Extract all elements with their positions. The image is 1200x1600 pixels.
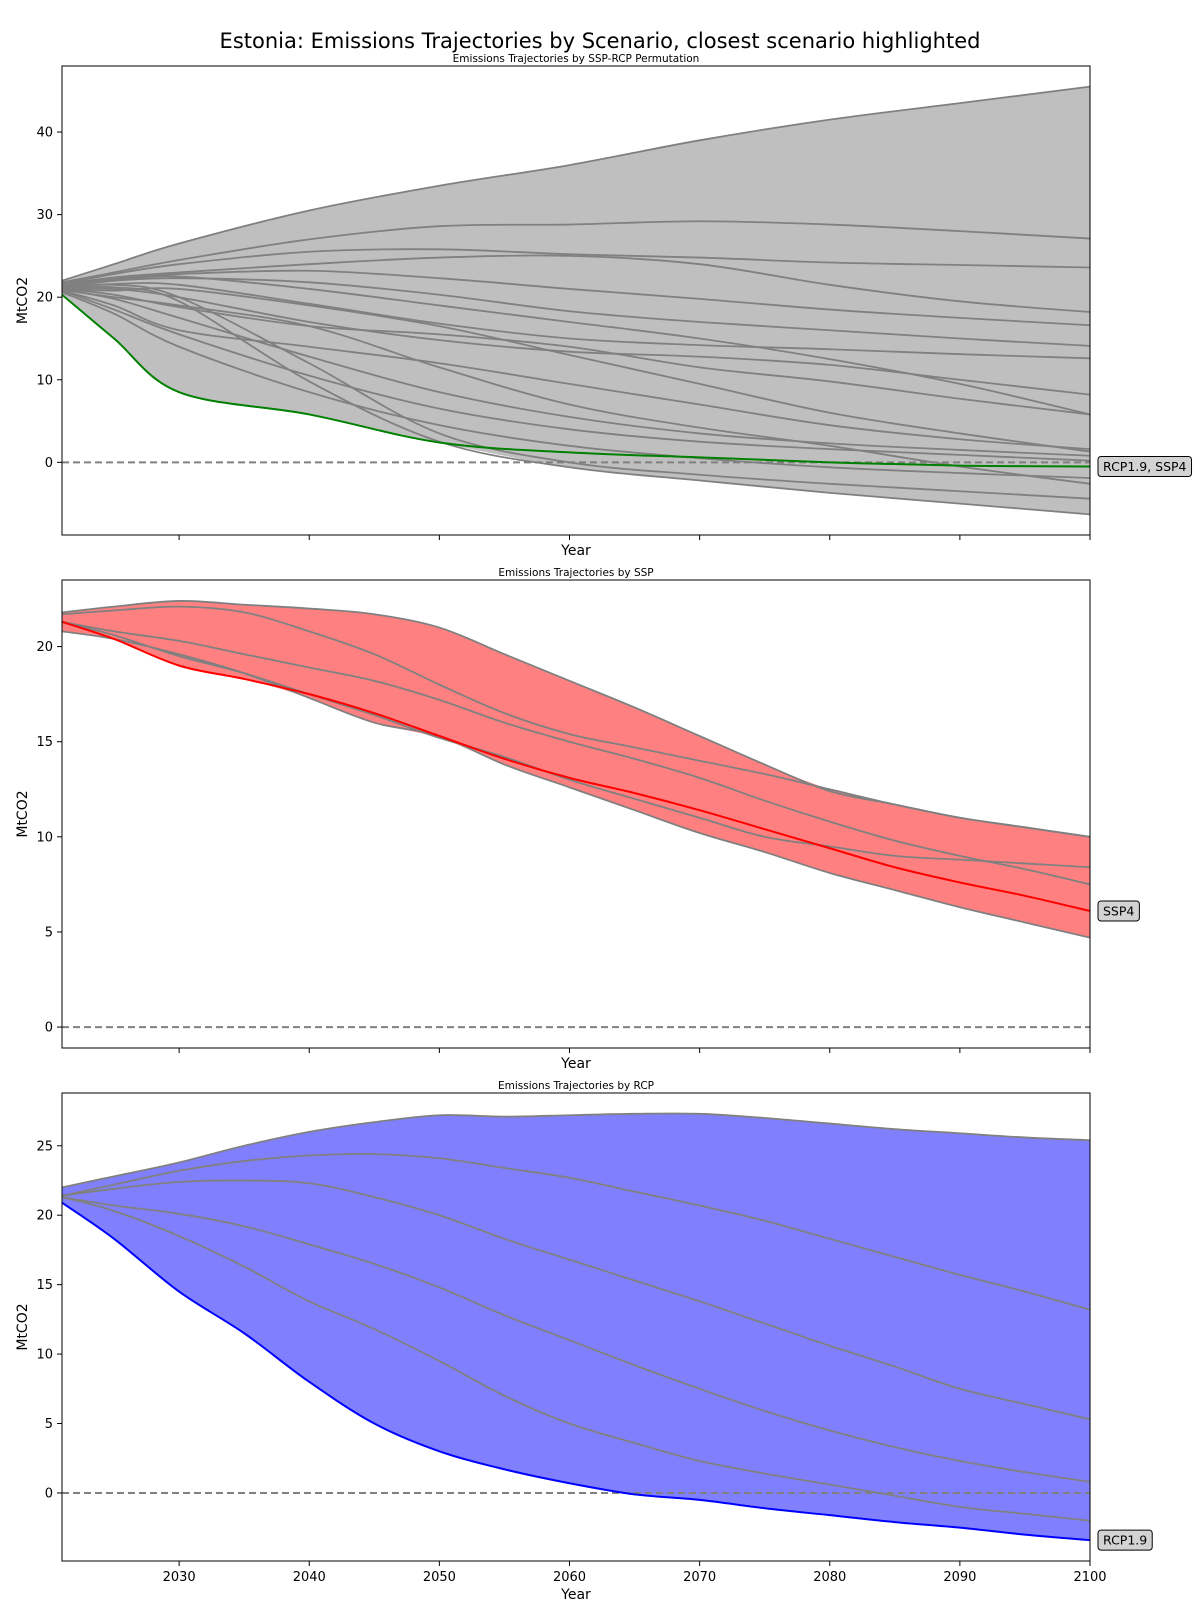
y-axis-label: MtCO2 — [15, 790, 31, 837]
envelope-fill — [62, 600, 1090, 938]
y-tick-label: 10 — [36, 830, 53, 845]
x-tick-label: 2090 — [943, 1570, 976, 1585]
scenario-line-4 — [62, 1196, 1090, 1483]
y-tick-label: 0 — [45, 1021, 53, 1036]
y-tick-label: 10 — [36, 1348, 53, 1363]
scenario-line-3 — [62, 1179, 1090, 1421]
plot-area-1 — [62, 85, 1090, 516]
scenario-line-2 — [62, 1153, 1090, 1311]
envelope-fill — [62, 86, 1090, 515]
x-axis-label: Year — [560, 1587, 591, 1600]
plot-area-3 — [62, 1112, 1090, 1542]
scenario-line-3 — [62, 620, 1090, 886]
scenario-line-15 — [62, 288, 1090, 485]
y-tick-label: 10 — [36, 373, 53, 388]
x-axis-label: Year — [560, 543, 591, 559]
y-tick-label: 20 — [36, 291, 53, 306]
highlight-end-label-text: RCP1.9 — [1103, 1533, 1147, 1548]
scenario-line-2 — [62, 605, 1090, 838]
scenario-line-3 — [62, 248, 1090, 285]
panel-1: 0 10 20 30 40 Emissions Trajectories by SSP-R… — [15, 53, 1193, 559]
y-tick-label: 30 — [36, 208, 53, 223]
highlight-end-label-text: RCP1.9, SSP4 — [1103, 459, 1187, 474]
highlighted-scenario-line — [62, 1201, 1090, 1542]
scenario-line-17 — [62, 285, 1090, 516]
y-tick-label: 15 — [36, 1278, 53, 1293]
highlight-end-label: RCP1.9 — [1097, 1529, 1153, 1551]
y-tick-label: 15 — [36, 735, 53, 750]
panel-2: 0 5 10 15 20 Emissions Trajectories by SSP Yea… — [15, 567, 1140, 1072]
figure-title: Estonia: Emissions Trajectories by Scena… — [220, 29, 981, 53]
highlight-end-label-text: SSP4 — [1103, 904, 1134, 919]
highlighted-scenario-line — [62, 293, 1090, 468]
y-axis-label: MtCO2 — [15, 1303, 31, 1350]
x-tick-label: 2080 — [813, 1570, 846, 1585]
panel-3: 0 5 10 15 20 25 2030 2040 2050 2060 2070 2080 2090 21… — [15, 1080, 1153, 1600]
y-tick-label: 20 — [36, 1209, 53, 1224]
highlight-end-label-box — [1097, 900, 1140, 922]
highlight-end-label: SSP4 — [1097, 900, 1140, 922]
axes-frame — [61, 1092, 1091, 1562]
scenario-line-9 — [62, 288, 1090, 416]
scenario-line-2 — [62, 220, 1090, 284]
envelope-fill — [62, 1113, 1090, 1541]
scenario-line-6 — [62, 277, 1090, 347]
panel-title: Emissions Trajectories by RCP — [498, 1080, 654, 1092]
highlight-end-label-box — [1097, 1529, 1153, 1551]
y-tick-label: 0 — [45, 456, 53, 471]
scenario-line-5 — [62, 269, 1090, 327]
y-tick-label: 0 — [45, 1486, 53, 1501]
axes-frame — [61, 579, 1091, 1049]
scenario-line-18 — [62, 275, 1090, 416]
scenario-line-1 — [62, 1112, 1090, 1189]
highlighted-scenario-line — [62, 620, 1090, 912]
scenario-line-13 — [62, 289, 1090, 451]
scenario-line-4 — [62, 254, 1090, 313]
x-tick-label: 2060 — [553, 1570, 586, 1585]
highlight-end-label-box — [1097, 455, 1193, 477]
scenario-line-14 — [62, 291, 1090, 479]
y-tick-label: 20 — [36, 640, 53, 655]
panel-title: Emissions Trajectories by SSP — [498, 567, 653, 579]
scenario-line-16 — [62, 283, 1090, 500]
y-axis-label: MtCO2 — [15, 277, 31, 324]
scenario-line-1 — [62, 85, 1090, 282]
y-tick-label: 5 — [45, 925, 53, 940]
x-tick-label: 2040 — [293, 1570, 326, 1585]
x-tick-label: 2030 — [163, 1570, 196, 1585]
y-tick-label: 25 — [36, 1139, 53, 1154]
scenario-line-10 — [62, 287, 1090, 453]
x-tick-label: 2050 — [423, 1570, 456, 1585]
y-tick-label: 5 — [45, 1417, 53, 1432]
axes-frame — [61, 65, 1091, 536]
x-axis-label: Year — [560, 1056, 591, 1072]
y-tick-label: 40 — [36, 126, 53, 141]
x-tick-label: 2070 — [683, 1570, 716, 1585]
scenario-line-11 — [62, 288, 1090, 457]
panel-title: Emissions Trajectories by SSP-RCP Permut… — [453, 53, 700, 65]
scenario-line-12 — [62, 289, 1090, 462]
highlight-end-label: RCP1.9, SSP4 — [1097, 455, 1193, 477]
scenario-line-5 — [62, 1196, 1090, 1522]
x-tick-label: 2100 — [1073, 1570, 1106, 1585]
scenario-line-5 — [62, 630, 1090, 939]
plot-area-2 — [62, 600, 1090, 1029]
scenario-line-7 — [62, 282, 1090, 360]
